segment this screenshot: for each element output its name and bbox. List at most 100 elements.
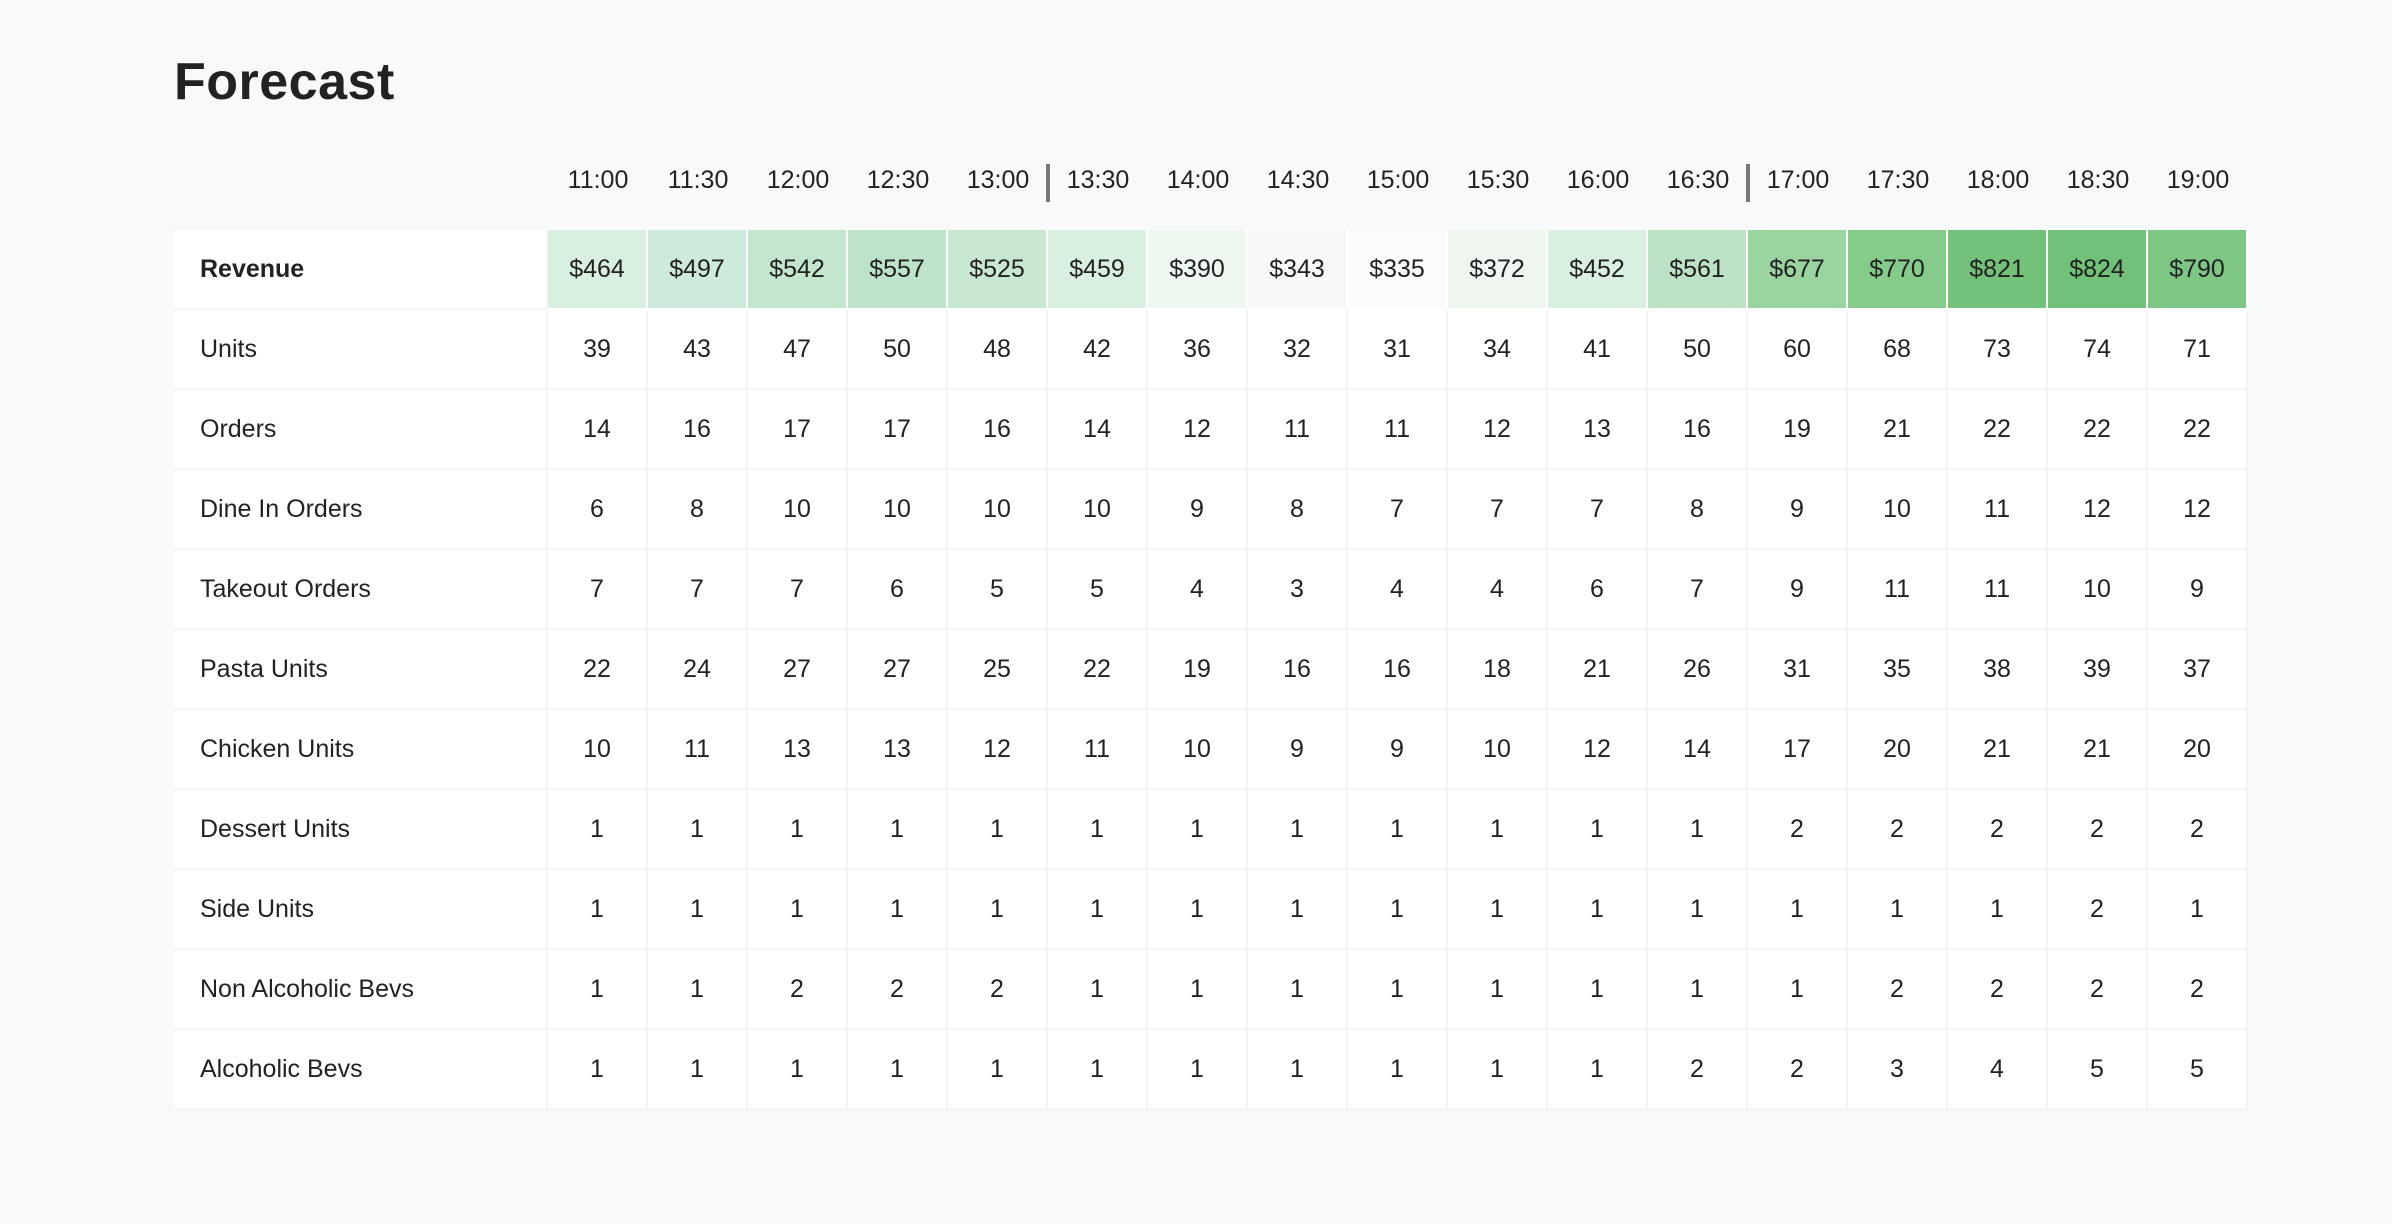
value-cell[interactable]: 13 <box>848 710 948 790</box>
value-cell[interactable]: 1 <box>1548 1030 1648 1110</box>
value-cell[interactable]: 4 <box>1948 1030 2048 1110</box>
value-cell[interactable]: 1 <box>548 790 648 870</box>
value-cell[interactable]: 1 <box>948 790 1048 870</box>
value-cell[interactable]: 50 <box>1648 310 1748 390</box>
value-cell[interactable]: $525 <box>948 230 1048 310</box>
value-cell[interactable]: 43 <box>648 310 748 390</box>
value-cell[interactable]: $343 <box>1248 230 1348 310</box>
value-cell[interactable]: 2 <box>2048 790 2148 870</box>
value-cell[interactable]: 1 <box>1548 790 1648 870</box>
value-cell[interactable]: 1 <box>748 1030 848 1110</box>
value-cell[interactable]: 5 <box>2048 1030 2148 1110</box>
value-cell[interactable]: 12 <box>1448 390 1548 470</box>
value-cell[interactable]: 1 <box>648 790 748 870</box>
value-cell[interactable]: 12 <box>2148 470 2248 550</box>
value-cell[interactable]: 6 <box>848 550 948 630</box>
value-cell[interactable]: 1 <box>2148 870 2248 950</box>
value-cell[interactable]: 34 <box>1448 310 1548 390</box>
value-cell[interactable]: 1 <box>1448 1030 1548 1110</box>
value-cell[interactable]: $821 <box>1948 230 2048 310</box>
value-cell[interactable]: 48 <box>948 310 1048 390</box>
value-cell[interactable]: 8 <box>1248 470 1348 550</box>
value-cell[interactable]: 12 <box>948 710 1048 790</box>
value-cell[interactable]: 39 <box>548 310 648 390</box>
value-cell[interactable]: 5 <box>2148 1030 2248 1110</box>
value-cell[interactable]: 16 <box>1348 630 1448 710</box>
value-cell[interactable]: 42 <box>1048 310 1148 390</box>
value-cell[interactable]: 1 <box>1548 870 1648 950</box>
value-cell[interactable]: 24 <box>648 630 748 710</box>
value-cell[interactable]: 7 <box>1548 470 1648 550</box>
value-cell[interactable]: 11 <box>1048 710 1148 790</box>
value-cell[interactable]: 4 <box>1148 550 1248 630</box>
value-cell[interactable]: 9 <box>1348 710 1448 790</box>
value-cell[interactable]: 4 <box>1348 550 1448 630</box>
value-cell[interactable]: 2 <box>948 950 1048 1030</box>
value-cell[interactable]: 1 <box>648 950 748 1030</box>
value-cell[interactable]: 2 <box>1748 790 1848 870</box>
value-cell[interactable]: 11 <box>1848 550 1948 630</box>
value-cell[interactable]: 1 <box>1648 790 1748 870</box>
value-cell[interactable]: 1 <box>548 870 648 950</box>
value-cell[interactable]: $824 <box>2048 230 2148 310</box>
value-cell[interactable]: $390 <box>1148 230 1248 310</box>
value-cell[interactable]: 6 <box>1548 550 1648 630</box>
value-cell[interactable]: 1 <box>848 870 948 950</box>
value-cell[interactable]: 12 <box>1548 710 1648 790</box>
value-cell[interactable]: 1 <box>1248 790 1348 870</box>
value-cell[interactable]: 1 <box>1648 870 1748 950</box>
value-cell[interactable]: 2 <box>2048 870 2148 950</box>
value-cell[interactable]: 38 <box>1948 630 2048 710</box>
value-cell[interactable]: 39 <box>2048 630 2148 710</box>
value-cell[interactable]: 31 <box>1348 310 1448 390</box>
value-cell[interactable]: 1 <box>548 1030 648 1110</box>
value-cell[interactable]: 68 <box>1848 310 1948 390</box>
value-cell[interactable]: 1 <box>1148 1030 1248 1110</box>
value-cell[interactable]: $542 <box>748 230 848 310</box>
value-cell[interactable]: 26 <box>1648 630 1748 710</box>
value-cell[interactable]: 73 <box>1948 310 2048 390</box>
value-cell[interactable]: 9 <box>1748 470 1848 550</box>
value-cell[interactable]: 16 <box>648 390 748 470</box>
value-cell[interactable]: $459 <box>1048 230 1148 310</box>
value-cell[interactable]: 1 <box>1348 790 1448 870</box>
value-cell[interactable]: 1 <box>1448 790 1548 870</box>
value-cell[interactable]: 1 <box>1248 1030 1348 1110</box>
value-cell[interactable]: $464 <box>548 230 648 310</box>
value-cell[interactable]: 1 <box>648 870 748 950</box>
value-cell[interactable]: 47 <box>748 310 848 390</box>
value-cell[interactable]: 1 <box>1048 790 1148 870</box>
value-cell[interactable]: 1 <box>1748 870 1848 950</box>
value-cell[interactable]: 19 <box>1148 630 1248 710</box>
value-cell[interactable]: 1 <box>848 790 948 870</box>
value-cell[interactable]: 19 <box>1748 390 1848 470</box>
value-cell[interactable]: 37 <box>2148 630 2248 710</box>
value-cell[interactable]: 14 <box>1048 390 1148 470</box>
value-cell[interactable]: 16 <box>1248 630 1348 710</box>
value-cell[interactable]: 7 <box>1348 470 1448 550</box>
value-cell[interactable]: 2 <box>1748 1030 1848 1110</box>
value-cell[interactable]: 10 <box>848 470 948 550</box>
value-cell[interactable]: 4 <box>1448 550 1548 630</box>
value-cell[interactable]: 1 <box>1448 870 1548 950</box>
value-cell[interactable]: 3 <box>1248 550 1348 630</box>
value-cell[interactable]: 2 <box>2048 950 2148 1030</box>
value-cell[interactable]: 7 <box>1448 470 1548 550</box>
value-cell[interactable]: 21 <box>1848 390 1948 470</box>
value-cell[interactable]: $497 <box>648 230 748 310</box>
value-cell[interactable]: 10 <box>748 470 848 550</box>
value-cell[interactable]: 11 <box>648 710 748 790</box>
value-cell[interactable]: 18 <box>1448 630 1548 710</box>
value-cell[interactable]: 2 <box>1848 790 1948 870</box>
value-cell[interactable]: 1 <box>648 1030 748 1110</box>
value-cell[interactable]: $561 <box>1648 230 1748 310</box>
value-cell[interactable]: 10 <box>2048 550 2148 630</box>
value-cell[interactable]: 13 <box>1548 390 1648 470</box>
value-cell[interactable]: 1 <box>1048 870 1148 950</box>
value-cell[interactable]: 16 <box>1648 390 1748 470</box>
value-cell[interactable]: 8 <box>648 470 748 550</box>
value-cell[interactable]: 27 <box>848 630 948 710</box>
value-cell[interactable]: 9 <box>1148 470 1248 550</box>
value-cell[interactable]: 13 <box>748 710 848 790</box>
value-cell[interactable]: 1 <box>1248 870 1348 950</box>
